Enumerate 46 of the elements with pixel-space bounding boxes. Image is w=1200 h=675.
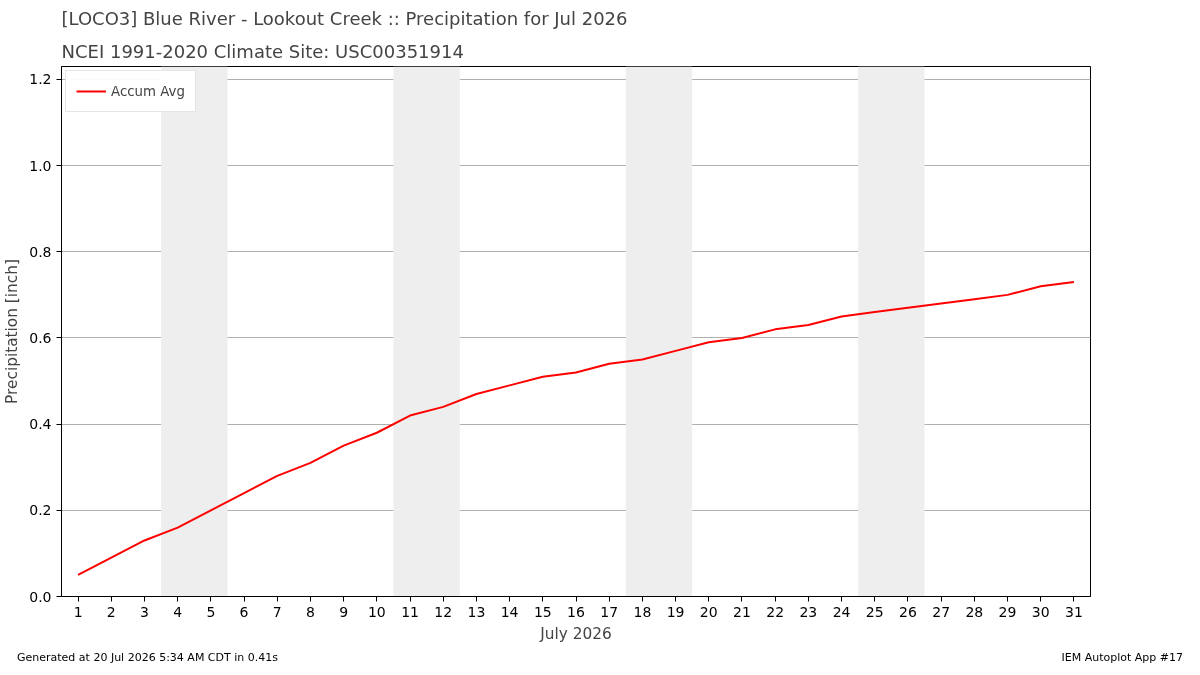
x-tick-label: 22: [766, 603, 785, 620]
x-tick-label: 28: [965, 603, 984, 620]
x-tick-label: 6: [239, 603, 249, 620]
x-tick-label: 27: [932, 603, 951, 620]
y-tick-label: 1.2: [29, 71, 52, 88]
x-tick-label: 3: [140, 603, 149, 620]
y-tick-label: 0.8: [29, 243, 52, 260]
x-tick-label: 13: [467, 603, 486, 620]
x-tick-label: 19: [666, 603, 685, 620]
x-tick-label: 23: [799, 603, 818, 620]
x-tick-label: 21: [733, 603, 751, 620]
x-tick-label: 7: [272, 603, 282, 620]
text: Generated at 20 Jul 2026 5:34 AM CDT in 0.41s: [17, 650, 278, 666]
y-tick-label: 0.6: [29, 329, 52, 346]
legend-label: Accum Avg: [111, 83, 185, 99]
y-tick-label: 0.0: [29, 588, 52, 605]
chart-title: [LOCO3] Blue River - Lookout Creek :: Precipitation for Jul 2026: [61, 7, 628, 29]
x-tick-label: 30: [1031, 603, 1050, 620]
x-tick-label: 5: [206, 603, 216, 620]
x-axis-title: July 2026: [539, 624, 612, 643]
x-tick-label: 11: [401, 603, 419, 620]
y-tick-label: 0.2: [29, 502, 52, 519]
x-tick-label: 16: [567, 603, 585, 620]
text: IEM Autoplot App #17: [1061, 650, 1183, 666]
x-tick-label: 29: [998, 603, 1017, 620]
x-tick-label: 9: [339, 603, 349, 620]
x-tick-label: 15: [533, 603, 552, 620]
x-tick-label: 12: [434, 603, 453, 620]
line-series: [77, 280, 1075, 576]
x-tick-label: 1: [73, 603, 83, 620]
x-tick-label: 18: [633, 603, 652, 620]
x-tick-label: 14: [500, 603, 519, 620]
x-tick-label: 26: [899, 603, 917, 620]
x-tick-label: 17: [600, 603, 619, 620]
x-tick-label: 24: [832, 603, 851, 620]
y-tick-label: 0.4: [29, 416, 52, 433]
y-tick-label: 1.0: [29, 157, 52, 174]
x-tick-label: 20: [699, 603, 718, 620]
x-tick-label: 10: [367, 603, 386, 620]
x-tick-label: 25: [865, 603, 884, 620]
chart-subtitle: NCEI 1991-2020 Climate Site: USC00351914: [61, 40, 464, 62]
x-tick-label: 4: [173, 603, 183, 620]
y-axis-title: Precipitation [inch]: [3, 259, 22, 404]
x-tick-label: 2: [106, 603, 116, 620]
x-tick-label: 31: [1065, 603, 1083, 620]
x-tick-label: 8: [306, 603, 315, 620]
